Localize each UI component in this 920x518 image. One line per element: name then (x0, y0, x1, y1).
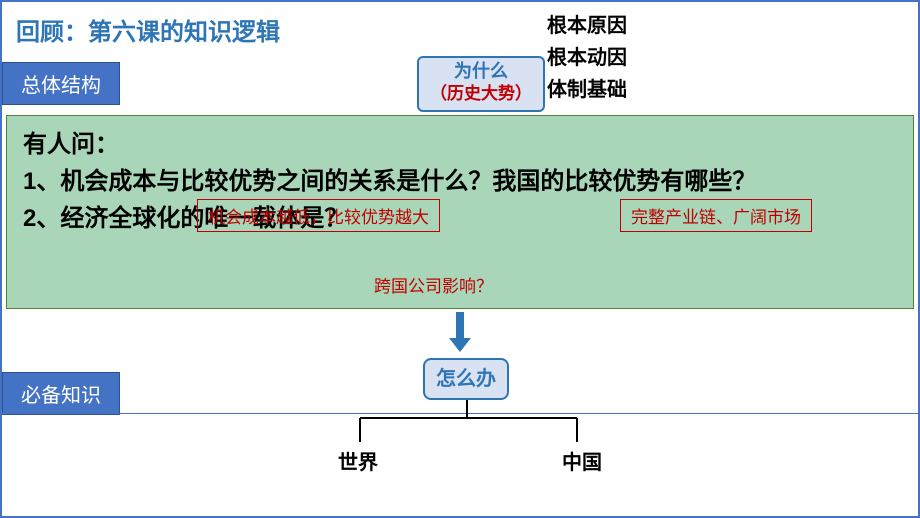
leaf-world: 世界 (338, 446, 378, 475)
how-node: 怎么办 (423, 358, 509, 400)
reason-item: 根本动因 (547, 42, 627, 74)
reason-list: 根本原因 根本动因 体制基础 (547, 10, 627, 106)
section-label-required: 必备知识 (2, 372, 120, 415)
reason-item: 体制基础 (547, 74, 627, 106)
page-title: 回顾：第六课的知识逻辑 (16, 12, 280, 47)
question-heading: 有人问： (23, 126, 897, 163)
question-1: 1、机会成本与比较优势之间的关系是什么？我国的比较优势有哪些？ (23, 163, 897, 200)
why-line2: （历史大势） (419, 83, 543, 105)
section-label-overall: 总体结构 (2, 62, 120, 105)
answer-note-2: 完整产业链、广阔市场 (620, 199, 812, 232)
reason-item: 根本原因 (547, 10, 627, 42)
why-line1: 为什么 (419, 60, 543, 83)
leaf-china: 中国 (562, 446, 602, 475)
why-node: 为什么 （历史大势） (417, 56, 545, 112)
answer-note-1: 机会成本越低，比较优势越大 (197, 199, 440, 232)
answer-note-3: 跨国公司影响？ (374, 272, 493, 297)
branch-connector-icon (332, 400, 602, 450)
